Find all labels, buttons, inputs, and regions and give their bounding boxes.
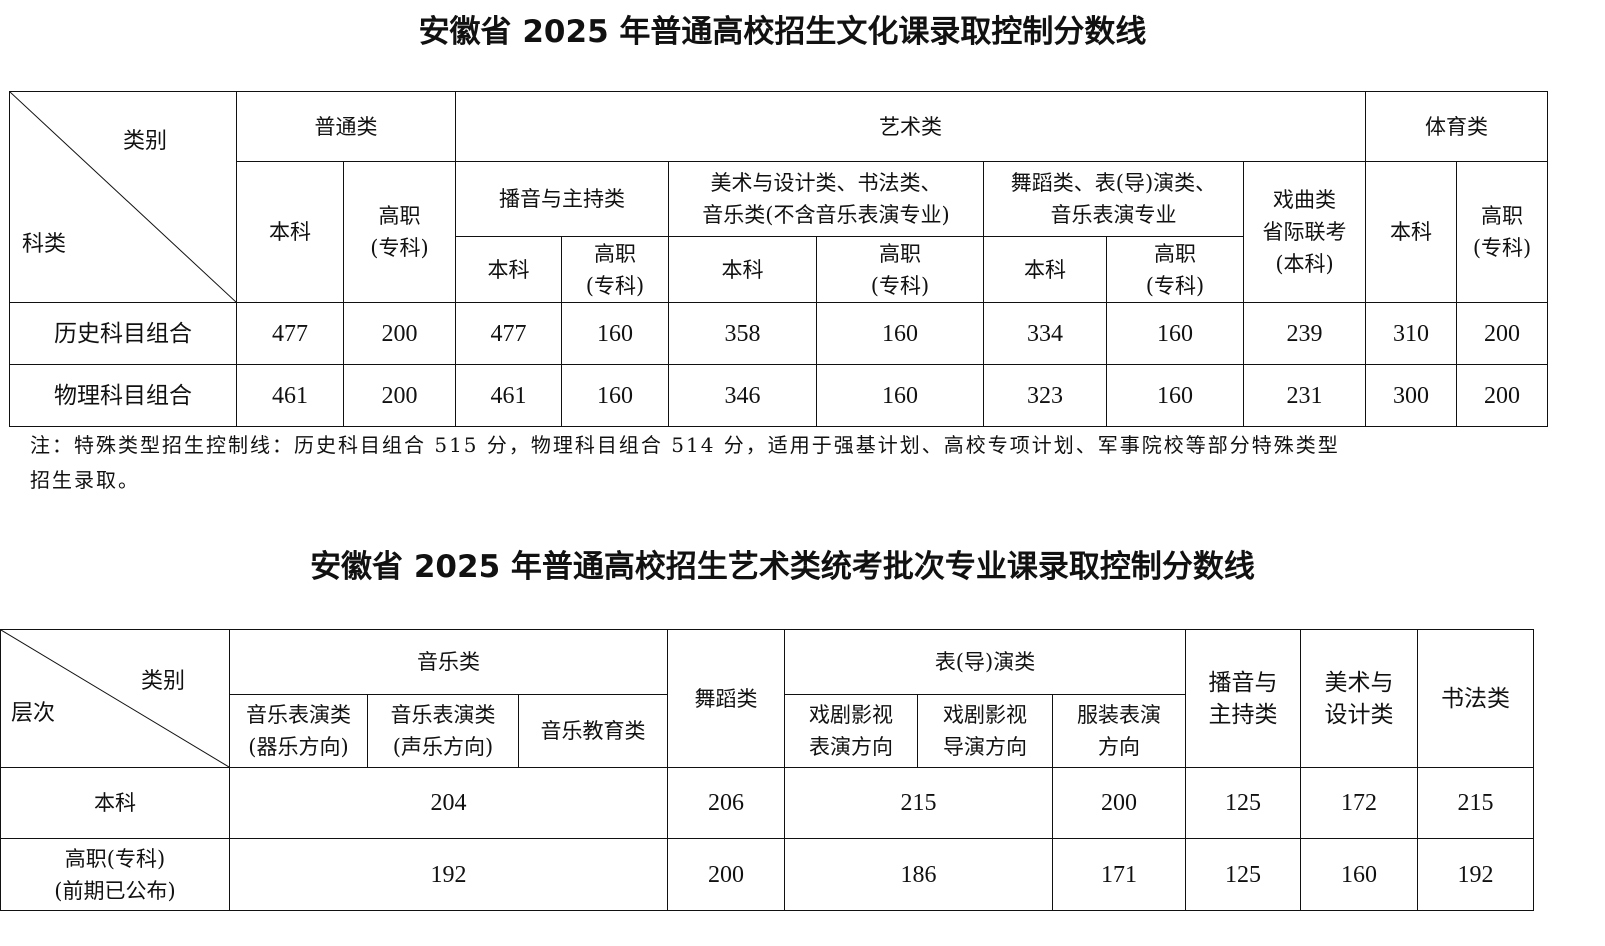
wudao-benke: 本科 (983, 236, 1107, 303)
boyin-benke: 本科 (455, 236, 562, 303)
cell: 239 (1242, 302, 1367, 365)
table2-title: 安徽省 2025 年普通高校招生艺术类统考批次专业课录取控制分数线 (310, 549, 1255, 585)
cell: 200 (667, 838, 786, 911)
cell: 477 (236, 302, 344, 365)
cell: 192 (1417, 838, 1535, 911)
fuzhuang-header: 服装表演 方向 (1052, 694, 1187, 768)
corner-header: 类别 科类 (9, 91, 237, 303)
table1-title: 安徽省 2025 年普通高校招生文化课录取控制分数线 (418, 14, 1147, 50)
meishu-benke: 本科 (668, 236, 817, 303)
cell: 160 (816, 364, 984, 427)
cell: 186 (784, 838, 1054, 911)
corner-header: 类别 层次 (0, 629, 230, 768)
cell: 171 (1052, 838, 1187, 911)
boyin-gaozhi: 高职 (专科) (561, 236, 669, 303)
cell: 200 (1456, 364, 1549, 427)
meishu-gaozhi: 高职 (专科) (816, 236, 984, 303)
row-label: 本科 (0, 767, 230, 839)
cell: 323 (983, 364, 1107, 427)
row-label: 历史科目组合 (9, 302, 237, 365)
group-tiyu: 体育类 (1365, 91, 1549, 162)
cell: 334 (983, 302, 1107, 365)
putong-gaozhi: 高职 (专科) (343, 161, 456, 303)
xiqu-header: 戏曲类 省际联考 (本科) (1242, 161, 1367, 303)
cell: 300 (1365, 364, 1458, 427)
putong-benke: 本科 (236, 161, 344, 303)
cell: 215 (1417, 767, 1535, 839)
group-yishu: 艺术类 (454, 91, 1367, 162)
cell: 346 (668, 364, 817, 427)
table-row: 物理科目组合 461 200 461 160 346 160 323 160 2… (9, 364, 1549, 427)
cell: 160 (1106, 364, 1244, 427)
cell: 200 (343, 302, 456, 365)
shufa-header: 书法类 (1417, 629, 1535, 768)
corner-level-label: 层次 (11, 701, 56, 726)
corner-subject-label: 科类 (22, 232, 67, 257)
boyin-header: 播音与主持类 (455, 161, 669, 237)
cell: 160 (1300, 838, 1419, 911)
cell: 160 (561, 364, 669, 427)
cell: 160 (561, 302, 669, 365)
meishu-header: 美术与 设计类 (1300, 629, 1419, 768)
cell: 172 (1300, 767, 1419, 839)
meishu-header: 美术与设计类、书法类、 音乐类(不含音乐表演专业) (668, 161, 984, 237)
jiaoyu-header: 音乐教育类 (517, 694, 669, 768)
table-row: 高职(专科) (前期已公布) 192 200 186 171 125 160 19… (0, 838, 1535, 911)
cell: 477 (455, 302, 562, 365)
cell: 358 (668, 302, 817, 365)
daoyan-header: 戏剧影视 导演方向 (917, 694, 1054, 768)
yinyue-header: 音乐类 (228, 629, 669, 695)
corner-category-label: 类别 (141, 669, 186, 694)
wudao-header: 舞蹈类 (667, 629, 786, 768)
table-row: 本科 204 206 215 200 125 172 215 (0, 767, 1535, 839)
row-label: 高职(专科) (前期已公布) (0, 838, 230, 911)
corner-category-label: 类别 (123, 129, 168, 154)
cell: 231 (1242, 364, 1367, 427)
row-label: 物理科目组合 (9, 364, 237, 427)
wudao-header: 舞蹈类、表(导)演类、 音乐表演专业 (983, 161, 1244, 237)
cell: 160 (1106, 302, 1244, 365)
qiyue-header: 音乐表演类 (器乐方向) (229, 694, 368, 768)
cell: 215 (784, 767, 1054, 839)
boyin-header: 播音与主持类 (1185, 629, 1302, 768)
wudao-gaozhi: 高职 (专科) (1106, 236, 1244, 303)
tiyu-benke: 本科 (1365, 161, 1458, 303)
shengyue-header: 音乐表演类 (声乐方向) (367, 694, 519, 768)
cell: 125 (1185, 767, 1302, 839)
cell: 160 (816, 302, 984, 365)
cell: 461 (236, 364, 344, 427)
cell: 206 (667, 767, 786, 839)
tiyu-gaozhi: 高职 (专科) (1456, 161, 1549, 303)
art-score-table: 类别 层次 音乐类 舞蹈类 表(导)演类 播音与 主持类 美术与 设计类 书法类 音… (0, 629, 1535, 911)
table1-note: 注：特殊类型招生控制线：历史科目组合 515 分，物理科目组合 514 分，适用… (30, 433, 1340, 492)
cell: 200 (343, 364, 456, 427)
cell: 310 (1365, 302, 1458, 365)
cell: 204 (228, 767, 669, 839)
cell: 200 (1052, 767, 1187, 839)
cell: 192 (228, 838, 669, 911)
culture-score-table: 类别 科类 普通类 艺术类 体育类 本科 高职 (专科) 播音与主持类 美术与设计… (9, 91, 1549, 427)
group-putong: 普通类 (236, 91, 456, 162)
table-row: 历史科目组合 477 200 477 160 358 160 334 160 2… (9, 302, 1549, 365)
cell: 125 (1185, 838, 1302, 911)
cell: 200 (1456, 302, 1549, 365)
xiju-header: 戏剧影视 表演方向 (784, 694, 919, 768)
biaoyan-header: 表(导)演类 (784, 629, 1187, 695)
cell: 461 (455, 364, 562, 427)
